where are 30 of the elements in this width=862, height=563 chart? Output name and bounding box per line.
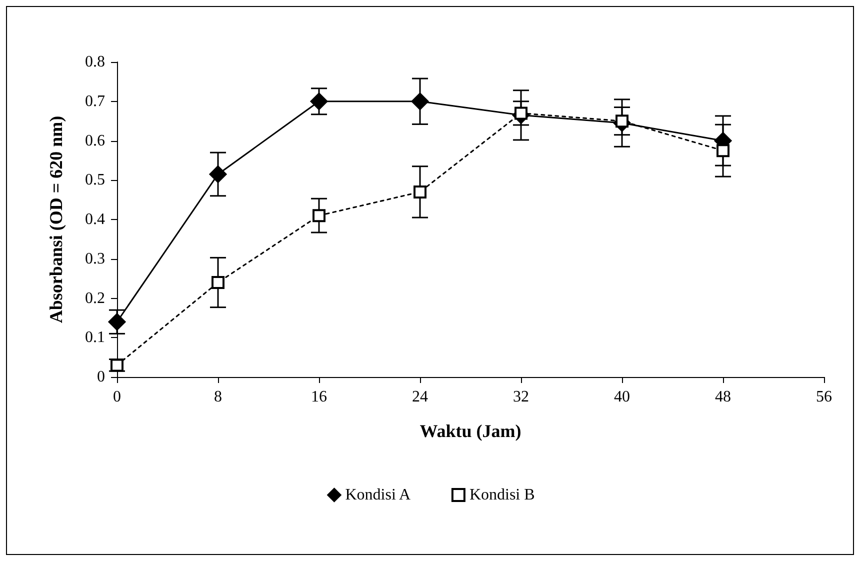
y-tick-label: 0.2 — [85, 290, 105, 307]
x-tick-label: 48 — [715, 388, 731, 406]
point — [414, 185, 426, 198]
point — [716, 144, 730, 158]
x-tick-label: 16 — [311, 388, 327, 406]
y-tick-label: 0.6 — [85, 132, 105, 150]
legend-label: Kondisi A — [345, 486, 412, 504]
y-axis-title: Absorbansi (OD = 620 nm) — [46, 116, 66, 324]
x-tick-label: 40 — [614, 388, 630, 406]
point — [209, 165, 227, 183]
y-tick-label: 0.4 — [85, 211, 105, 228]
x-axis-title: Waktu (Jam) — [420, 421, 522, 441]
y-tick-label: 0.8 — [85, 54, 105, 70]
y-tick-label: 0.3 — [85, 250, 105, 268]
y-tick-label: 0 — [97, 368, 105, 386]
y-tick-label: 0.1 — [85, 329, 105, 346]
x-tick-label: 56 — [816, 388, 832, 406]
point — [312, 209, 326, 222]
y-tick-label: 0.7 — [85, 92, 105, 110]
point — [310, 92, 328, 110]
legend-label: Kondisi B — [469, 486, 535, 504]
point — [110, 358, 124, 372]
point — [411, 92, 429, 110]
point — [108, 313, 126, 331]
point — [212, 276, 224, 289]
x-tick-label: 0 — [113, 388, 121, 406]
y-tick-label: 0.5 — [85, 172, 105, 189]
x-tick-label: 32 — [513, 388, 529, 406]
x-tick-label: 24 — [412, 388, 428, 406]
x-tick-label: 8 — [214, 388, 222, 406]
